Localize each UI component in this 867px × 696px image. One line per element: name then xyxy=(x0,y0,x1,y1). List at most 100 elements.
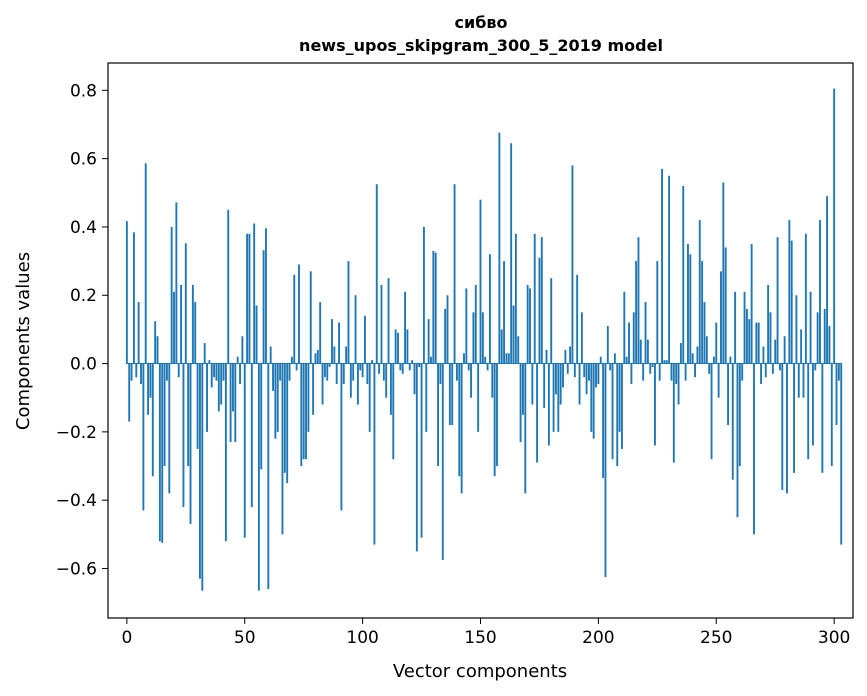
bar-173 xyxy=(533,233,536,364)
bar-172 xyxy=(531,363,534,405)
bar-11 xyxy=(151,363,154,477)
bar-166 xyxy=(517,336,520,364)
bar-282 xyxy=(790,240,793,364)
bar-242 xyxy=(696,346,699,364)
bar-142 xyxy=(460,363,463,494)
bar-17 xyxy=(166,363,168,381)
bar-247 xyxy=(708,363,711,374)
bar-37 xyxy=(213,363,216,378)
bar-102 xyxy=(366,363,369,385)
bar-287 xyxy=(802,363,805,398)
bar-294 xyxy=(819,220,821,364)
bar-177 xyxy=(543,363,546,408)
bar-272 xyxy=(767,285,770,364)
bar-286 xyxy=(800,329,803,364)
bar-273 xyxy=(769,312,772,364)
bar-154 xyxy=(488,254,491,364)
bar-158 xyxy=(498,132,501,364)
bar-140 xyxy=(455,363,458,381)
bar-235 xyxy=(679,343,682,364)
bar-205 xyxy=(609,363,612,371)
bar-164 xyxy=(512,305,515,364)
y-axis-label: Components values xyxy=(13,252,34,430)
bar-268 xyxy=(757,322,760,364)
x-tick-label-50: 50 xyxy=(234,628,256,648)
bar-192 xyxy=(578,363,581,405)
bar-280 xyxy=(786,363,788,494)
bar-198 xyxy=(592,363,595,439)
bar-153 xyxy=(486,363,489,371)
bar-234 xyxy=(677,363,680,405)
bar-218 xyxy=(639,339,642,364)
bar-6 xyxy=(140,363,142,385)
bar-222 xyxy=(649,363,652,374)
bar-77 xyxy=(307,363,310,432)
bar-15 xyxy=(161,363,164,543)
bar-290 xyxy=(809,291,812,364)
bar-63 xyxy=(274,363,277,439)
bar-254 xyxy=(724,247,727,364)
bar-144 xyxy=(465,288,468,364)
y-tick-label-6: 0.6 xyxy=(70,150,97,170)
bar-44 xyxy=(229,363,232,443)
bar-249 xyxy=(712,356,715,364)
bar-152 xyxy=(484,356,487,364)
bar-71 xyxy=(293,274,296,364)
bar-55 xyxy=(255,305,258,364)
bar-145 xyxy=(467,363,470,371)
bar-70 xyxy=(290,356,293,364)
bar-169 xyxy=(524,363,527,494)
bar-245 xyxy=(703,302,706,364)
bar-22 xyxy=(177,363,180,378)
bar-26 xyxy=(187,363,190,467)
bar-146 xyxy=(470,363,473,398)
bar-253 xyxy=(722,182,725,364)
bar-38 xyxy=(215,363,218,381)
bar-141 xyxy=(458,363,461,477)
bar-159 xyxy=(500,329,503,364)
bar-4 xyxy=(135,363,138,378)
bar-187 xyxy=(566,363,569,374)
bar-221 xyxy=(646,339,649,364)
bar-33 xyxy=(203,343,206,364)
bar-237 xyxy=(684,363,687,381)
bar-258 xyxy=(734,291,737,364)
bar-122 xyxy=(413,363,416,395)
bar-293 xyxy=(816,312,819,364)
y-axis-ticks: −0.6 −0.4 −0.2 0.0 0.2 0.4 0.6 0.8 xyxy=(56,81,108,579)
bar-181 xyxy=(552,363,555,432)
x-tick-label-300: 300 xyxy=(818,628,850,648)
bar-87 xyxy=(331,319,333,364)
bar-182 xyxy=(555,363,557,395)
bar-199 xyxy=(595,363,597,388)
y-tick-label-5: 0.4 xyxy=(70,218,97,238)
bar-90 xyxy=(338,322,340,364)
bar-9 xyxy=(147,363,150,415)
bar-248 xyxy=(710,363,713,460)
bar-191 xyxy=(576,274,579,364)
bar-162 xyxy=(507,353,510,364)
bar-0 xyxy=(125,221,128,364)
bar-96 xyxy=(352,363,355,381)
x-tick-label-250: 250 xyxy=(700,628,732,648)
bar-261 xyxy=(741,363,744,381)
bar-279 xyxy=(783,336,786,364)
bar-215 xyxy=(632,312,635,364)
bar-123 xyxy=(415,363,418,552)
bar-180 xyxy=(550,278,553,364)
bar-137 xyxy=(448,363,451,426)
bar-171 xyxy=(529,288,531,364)
bar-23 xyxy=(180,285,183,364)
bar-5 xyxy=(137,302,140,364)
bar-76 xyxy=(305,363,307,460)
bar-13 xyxy=(156,336,159,364)
bar-20 xyxy=(173,291,175,364)
bar-301 xyxy=(835,363,838,426)
bar-194 xyxy=(583,363,586,378)
bar-246 xyxy=(705,336,708,364)
bar-127 xyxy=(425,363,428,432)
bar-10 xyxy=(149,363,152,398)
bar-201 xyxy=(599,356,602,364)
bar-7 xyxy=(142,363,145,511)
x-tick-label-0: 0 xyxy=(121,628,132,648)
